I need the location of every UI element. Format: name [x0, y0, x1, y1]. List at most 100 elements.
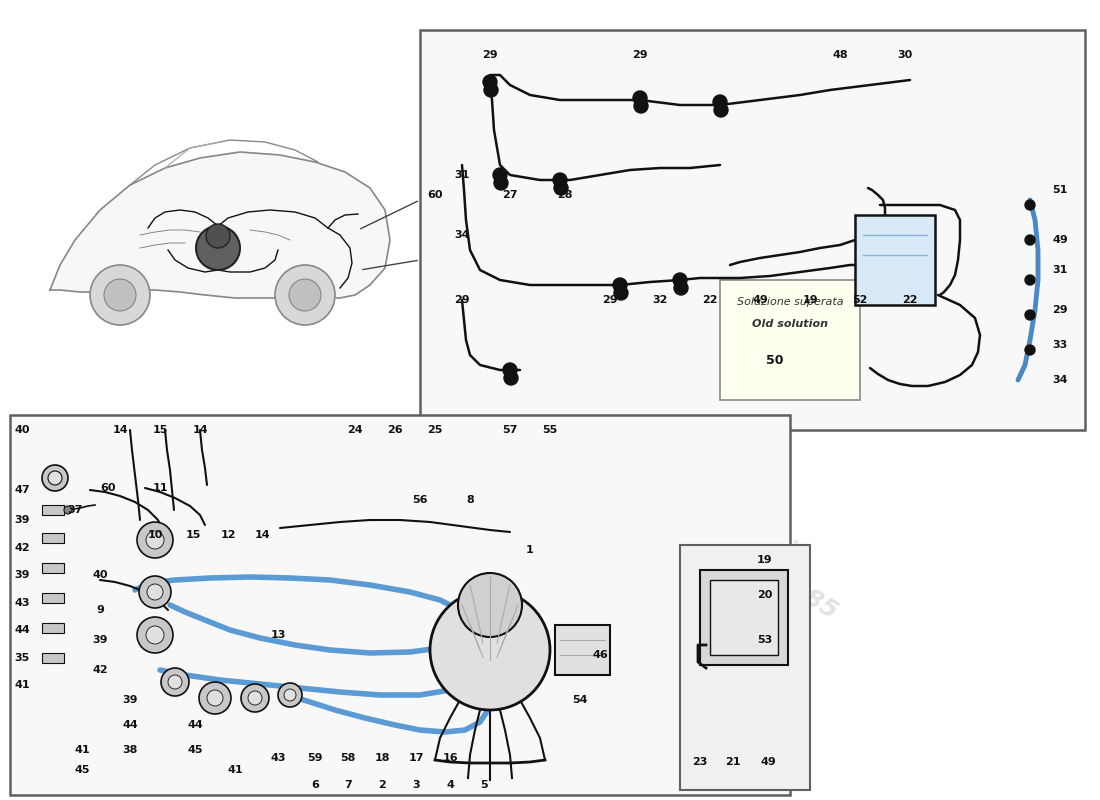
- Polygon shape: [50, 152, 390, 298]
- Text: 2: 2: [378, 780, 386, 790]
- Text: 60: 60: [427, 190, 442, 200]
- Bar: [42, 563, 64, 573]
- Text: 25: 25: [427, 425, 442, 435]
- Text: 51: 51: [1053, 185, 1068, 195]
- Text: 40: 40: [14, 425, 30, 435]
- Circle shape: [553, 173, 566, 187]
- Text: 22: 22: [902, 295, 917, 305]
- Circle shape: [1025, 345, 1035, 355]
- Bar: [720, 280, 860, 400]
- Text: 1: 1: [526, 545, 534, 555]
- Circle shape: [613, 278, 627, 292]
- Text: 28: 28: [558, 190, 573, 200]
- Text: 32: 32: [652, 295, 668, 305]
- Circle shape: [161, 668, 189, 696]
- Text: 55: 55: [542, 425, 558, 435]
- Text: 41: 41: [74, 745, 90, 755]
- Circle shape: [289, 279, 321, 311]
- Text: 53: 53: [758, 635, 772, 645]
- Circle shape: [494, 176, 508, 190]
- Bar: [700, 570, 788, 665]
- Circle shape: [614, 286, 628, 300]
- Text: 29: 29: [1053, 305, 1068, 315]
- Bar: [42, 593, 64, 603]
- Text: 49: 49: [1052, 235, 1068, 245]
- Circle shape: [503, 363, 517, 377]
- Text: 7: 7: [344, 780, 352, 790]
- Text: 19: 19: [802, 295, 817, 305]
- Circle shape: [493, 168, 507, 182]
- Text: 11: 11: [152, 483, 167, 493]
- Circle shape: [199, 682, 231, 714]
- Circle shape: [104, 279, 136, 311]
- Circle shape: [284, 689, 296, 701]
- Circle shape: [207, 690, 223, 706]
- Text: 45: 45: [187, 745, 202, 755]
- Bar: [680, 545, 810, 790]
- Text: 16: 16: [442, 753, 458, 763]
- Text: 29: 29: [632, 50, 648, 60]
- Circle shape: [241, 684, 270, 712]
- Circle shape: [504, 371, 518, 385]
- Circle shape: [484, 83, 498, 97]
- Text: 14: 14: [254, 530, 270, 540]
- Text: 57: 57: [503, 425, 518, 435]
- Bar: [42, 623, 64, 633]
- Text: 45: 45: [75, 765, 90, 775]
- Text: 21: 21: [725, 757, 740, 767]
- Circle shape: [713, 95, 727, 109]
- Circle shape: [206, 224, 230, 248]
- Circle shape: [1025, 310, 1035, 320]
- Text: 5: 5: [481, 780, 487, 790]
- Text: Old solution: Old solution: [752, 319, 828, 329]
- Text: 17: 17: [408, 753, 424, 763]
- Text: 40: 40: [92, 570, 108, 580]
- Circle shape: [673, 273, 688, 287]
- Text: 26: 26: [387, 425, 403, 435]
- Text: 42: 42: [92, 665, 108, 675]
- Bar: [556, 625, 610, 675]
- Text: 41: 41: [228, 765, 243, 775]
- Circle shape: [278, 683, 303, 707]
- Text: 59: 59: [307, 753, 322, 763]
- Text: 33: 33: [1053, 340, 1068, 350]
- Bar: [42, 505, 64, 515]
- Circle shape: [90, 265, 150, 325]
- Bar: [420, 30, 1085, 430]
- Circle shape: [146, 531, 164, 549]
- Circle shape: [1025, 235, 1035, 245]
- Text: 39: 39: [14, 570, 30, 580]
- Text: 34: 34: [454, 230, 470, 240]
- Bar: [855, 215, 935, 305]
- Text: 23: 23: [692, 757, 707, 767]
- Text: 39: 39: [92, 635, 108, 645]
- Text: 43: 43: [14, 598, 30, 608]
- Bar: [42, 653, 64, 663]
- Circle shape: [430, 590, 550, 710]
- Text: 44: 44: [187, 720, 202, 730]
- Circle shape: [634, 99, 648, 113]
- Text: 13: 13: [271, 630, 286, 640]
- Text: 14: 14: [112, 425, 128, 435]
- Circle shape: [42, 465, 68, 491]
- Circle shape: [458, 573, 522, 637]
- Text: 47: 47: [14, 485, 30, 495]
- Text: 6: 6: [311, 780, 319, 790]
- Text: 46: 46: [592, 650, 608, 660]
- Circle shape: [168, 675, 182, 689]
- Text: 56: 56: [412, 495, 428, 505]
- Text: 54: 54: [572, 695, 587, 705]
- Text: 49: 49: [760, 757, 775, 767]
- Circle shape: [48, 471, 62, 485]
- Text: 49: 49: [752, 295, 768, 305]
- Text: 52: 52: [852, 295, 868, 305]
- Text: 41: 41: [14, 680, 30, 690]
- Text: 35: 35: [14, 653, 30, 663]
- Bar: [710, 580, 778, 655]
- Text: 4: 4: [447, 780, 454, 790]
- Text: www.ferrariparts.it
expert for parts since 1985: www.ferrariparts.it expert for parts sin…: [504, 376, 857, 624]
- Text: 37: 37: [67, 505, 82, 515]
- Circle shape: [554, 181, 568, 195]
- Text: 48: 48: [833, 50, 848, 60]
- Text: 12: 12: [220, 530, 235, 540]
